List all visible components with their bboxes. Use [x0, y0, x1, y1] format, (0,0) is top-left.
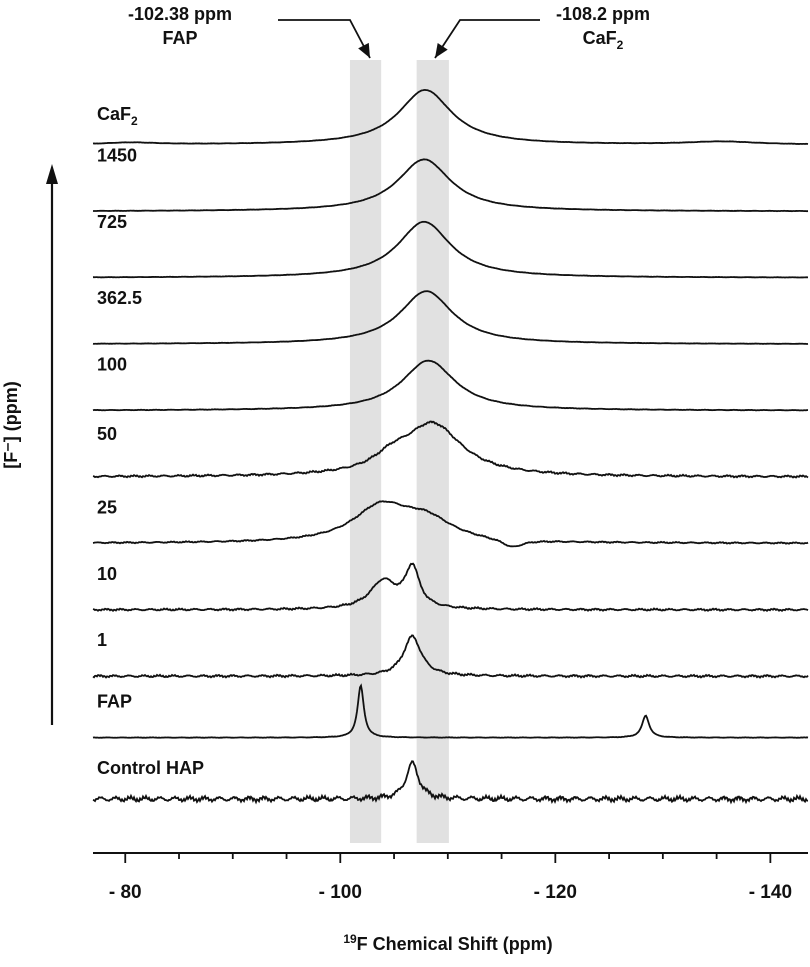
spectrum-trace-10	[92, 683, 809, 739]
spectra-traces	[92, 89, 809, 805]
series-label-10: FAP	[97, 692, 132, 712]
x-tick-label-2: - 100	[319, 882, 362, 903]
series-label-7: 25	[97, 497, 117, 517]
series-label-2: 1450	[97, 145, 137, 165]
series-label-text: 10	[97, 564, 117, 584]
series-label-text: 50	[97, 424, 117, 444]
series-label-text: Control HAP	[97, 758, 204, 778]
annotation-compound-2: CaF2	[583, 28, 624, 52]
spectrum-trace-7	[92, 500, 809, 548]
spectrum-trace-4	[92, 290, 809, 345]
annotation-value-1: -102.38 ppm	[128, 4, 232, 24]
annotation-value-2: -108.2 ppm	[556, 4, 650, 24]
series-label-3: 725	[97, 212, 127, 232]
series-label-4: 362.5	[97, 288, 142, 308]
series-label-1: CaF2	[97, 104, 138, 128]
x-tick-label-1: - 80	[109, 882, 142, 903]
series-label-text: FAP	[97, 692, 132, 712]
spectrum-trace-2	[92, 158, 809, 213]
spectrum-trace-8	[92, 562, 809, 613]
spectrum-trace-11	[92, 760, 809, 805]
series-label-11: Control HAP	[97, 758, 204, 778]
spectrum-trace-9	[92, 634, 809, 679]
series-label-8: 10	[97, 564, 117, 584]
annotation-arrow-2	[434, 19, 540, 59]
spectrum-trace-6	[92, 420, 809, 479]
x-axis-label-superscript: 19	[343, 932, 357, 946]
y-axis-label: [F⁻] (ppm)	[1, 381, 21, 468]
spectrum-trace-1	[92, 89, 809, 145]
highlight-band-2	[416, 60, 449, 843]
highlight-band-1	[349, 60, 382, 843]
series-label-5: 100	[97, 355, 127, 375]
series-label-text: 362.5	[97, 288, 142, 308]
annotation-arrowhead-2	[435, 43, 448, 58]
x-tick-label-4: - 140	[749, 882, 792, 903]
x-axis-label: 19F Chemical Shift (ppm)	[343, 932, 552, 954]
series-label-9: 1	[97, 630, 107, 650]
y-axis-arrow	[46, 164, 58, 725]
series-label-text: 1450	[97, 145, 137, 165]
annotation-arrowhead-1	[358, 42, 370, 58]
spectrum-trace-5	[92, 359, 809, 412]
series-label-text: 25	[97, 497, 117, 517]
spectrum-trace-3	[92, 220, 809, 279]
series-label-text: 1	[97, 630, 107, 650]
series-labels: CaF2 1450 725 362.5 100 50 25 10 1 FAP Control HAP	[97, 104, 204, 778]
peak-annotations: -102.38 ppm FAP -108.2 ppm CaF2	[128, 4, 650, 59]
series-label-text: CaF	[97, 104, 131, 124]
x-axis-label-text: F Chemical Shift (ppm)	[357, 934, 553, 954]
x-axis-ticks: - 80 - 100 - 120 - 140	[109, 853, 792, 903]
series-label-text: 725	[97, 212, 127, 232]
annotation-arrow-1	[278, 19, 371, 59]
series-label-6: 50	[97, 424, 117, 444]
annotation-compound-1: FAP	[162, 28, 197, 48]
highlight-bands	[349, 60, 449, 843]
series-label-subscript: 2	[131, 114, 138, 128]
x-tick-label-3: - 120	[534, 882, 577, 903]
series-label-text: 100	[97, 355, 127, 375]
